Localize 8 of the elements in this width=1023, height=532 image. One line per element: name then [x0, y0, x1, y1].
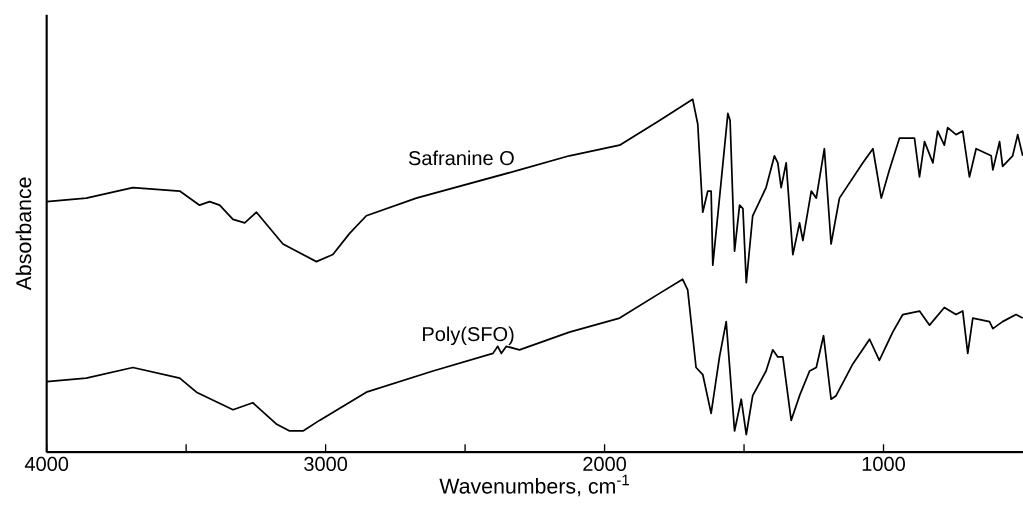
y-axis-title: Absorbance — [15, 177, 32, 291]
x-axis-title: Wavenumbers, cm$^{-1}$ — [439, 474, 629, 497]
x-tick-label: 1000 — [862, 456, 905, 471]
x-tick-label: 4000 — [24, 456, 69, 471]
x-tick-label: 2000 — [583, 456, 627, 471]
x-tick-label: 3000 — [304, 456, 348, 471]
series-label: Safranine O — [408, 150, 514, 166]
series-label: Poly(SFO) — [423, 326, 514, 346]
